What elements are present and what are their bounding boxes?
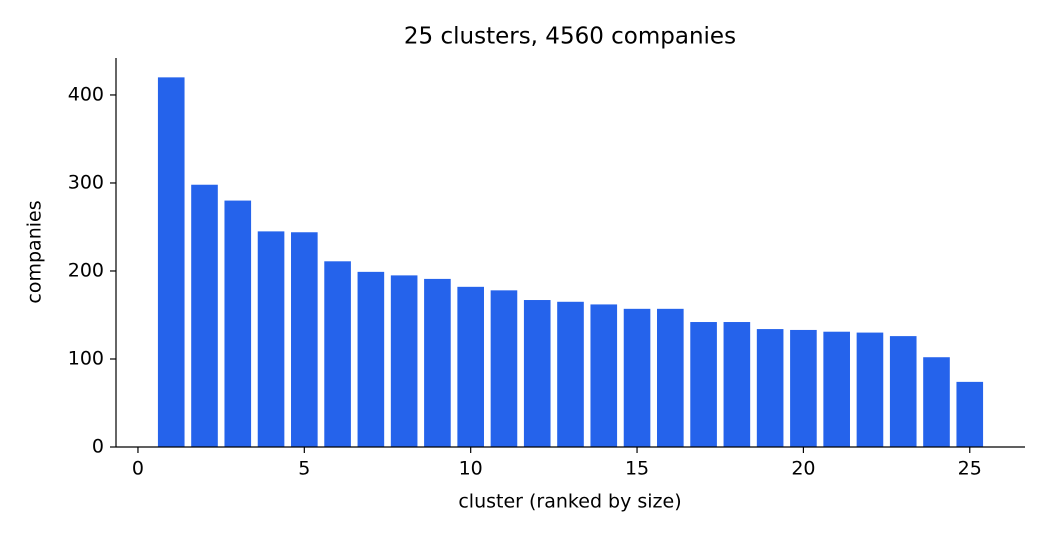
bar (457, 286, 484, 447)
bar (557, 301, 584, 447)
bar (224, 200, 252, 447)
x-tick-label: 0 (132, 458, 144, 480)
bar (390, 275, 418, 447)
bar (723, 322, 751, 447)
bar (490, 290, 518, 447)
bar (956, 381, 984, 447)
bar (856, 332, 884, 447)
bar (823, 331, 850, 447)
x-tick-label: 15 (625, 458, 649, 480)
bar (424, 278, 451, 447)
bar (291, 232, 318, 447)
y-tick-label: 300 (68, 171, 104, 193)
bar (657, 308, 684, 447)
bar (889, 336, 917, 447)
y-tick-label: 200 (68, 259, 104, 281)
x-axis-label: cluster (ranked by size) (458, 491, 681, 513)
bar (690, 322, 717, 447)
x-tick-label: 20 (791, 458, 815, 480)
bar (257, 231, 285, 447)
y-axis-label: companies (24, 200, 46, 303)
bar (191, 184, 218, 447)
bar (923, 357, 950, 447)
bar (756, 329, 784, 447)
bar (623, 308, 651, 447)
y-tick-label: 100 (68, 347, 104, 369)
y-tick-label: 400 (68, 83, 104, 105)
chart-title: 25 clusters, 4560 companies (404, 24, 736, 50)
bar (523, 300, 551, 447)
bar (324, 261, 351, 447)
x-tick-label: 10 (459, 458, 483, 480)
bar (157, 77, 185, 447)
x-tick-label: 5 (298, 458, 310, 480)
bar (357, 271, 385, 447)
y-tick-label: 0 (92, 436, 104, 458)
bar (590, 304, 618, 447)
bar (790, 329, 817, 447)
x-tick-label: 25 (958, 458, 982, 480)
